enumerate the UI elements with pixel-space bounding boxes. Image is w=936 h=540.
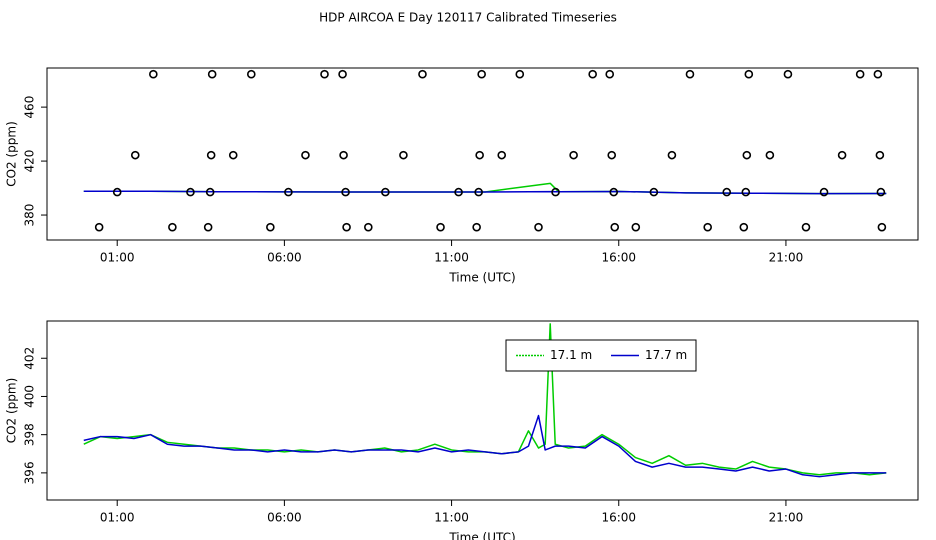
calibration-point	[741, 187, 751, 197]
calibration-point	[609, 187, 619, 197]
calibration-point	[876, 187, 886, 197]
page-title: HDP AIRCOA E Day 120117 Calibrated Times…	[319, 11, 617, 25]
calibration-point	[551, 187, 560, 197]
calibration-point	[228, 150, 238, 160]
calibration-point	[342, 222, 351, 232]
calibration-point	[569, 150, 578, 160]
calibration-point	[339, 150, 348, 160]
calibration-point	[266, 222, 275, 232]
calibration-point	[112, 187, 122, 197]
y-tick-label: 420	[23, 150, 37, 173]
calibration-point	[855, 69, 865, 79]
calibration-point	[399, 150, 408, 160]
x-tick-label: 21:00	[769, 251, 804, 265]
plot-frame	[46, 320, 919, 501]
calibration-point	[381, 187, 390, 197]
calibration-point	[418, 69, 427, 79]
series-line	[83, 190, 887, 195]
calibration-point	[149, 69, 158, 79]
x-axis-label: Time (UTC)	[448, 531, 515, 540]
calibration-point	[301, 150, 310, 160]
calibration-point	[205, 187, 215, 197]
calibration-point	[744, 69, 754, 79]
calibration-point	[515, 69, 525, 79]
calibration-point	[783, 69, 793, 79]
calibration-point	[186, 187, 195, 197]
calibration-point	[877, 222, 887, 232]
calibration-point	[605, 69, 615, 79]
series-line	[83, 414, 887, 478]
calibration-point	[739, 222, 749, 232]
calibration-point	[742, 150, 752, 160]
x-tick-label: 01:00	[100, 251, 135, 265]
calibration-point	[477, 69, 486, 79]
y-axis-label: CO2 (ppm)	[5, 121, 19, 187]
calibration-point	[338, 69, 347, 79]
calibration-point	[454, 187, 463, 197]
y-tick-label: 460	[23, 96, 37, 119]
calibration-point	[207, 69, 217, 79]
calibration-point	[168, 222, 177, 232]
calibration-point	[819, 187, 829, 197]
x-tick-label: 06:00	[267, 251, 302, 265]
x-tick-label: 16:00	[601, 251, 636, 265]
x-tick-label: 01:00	[100, 511, 135, 525]
calibration-point	[474, 187, 483, 197]
x-tick-label: 21:00	[769, 511, 804, 525]
calibration-point	[284, 187, 293, 197]
calibration-point	[497, 150, 507, 160]
calibration-point	[246, 69, 256, 79]
calibration-point	[472, 222, 481, 232]
calibration-point	[203, 222, 213, 232]
calibration-point	[685, 69, 695, 79]
calibration-point	[875, 150, 885, 160]
legend-label: 17.1 m	[550, 348, 592, 362]
calibration-point	[130, 150, 140, 160]
calibration-point	[631, 222, 641, 232]
y-tick-label: 400	[23, 385, 37, 408]
calibration-point	[837, 150, 847, 160]
y-tick-label: 398	[23, 423, 37, 446]
calibration-point	[206, 150, 216, 160]
legend-box	[505, 339, 697, 372]
calibration-point	[722, 187, 732, 197]
calibration-point	[320, 69, 329, 79]
calibration-point	[364, 222, 373, 232]
y-tick-label: 396	[23, 461, 37, 484]
y-axis-label: CO2 (ppm)	[5, 378, 19, 444]
x-tick-label: 06:00	[267, 511, 302, 525]
y-tick-label: 402	[23, 347, 37, 370]
x-tick-label: 16:00	[601, 511, 636, 525]
calibration-point	[534, 222, 543, 232]
x-tick-label: 11:00	[434, 251, 469, 265]
calibration-point	[765, 150, 775, 160]
calibration-point	[475, 150, 484, 160]
calibration-point	[436, 222, 445, 232]
calibration-point	[703, 222, 712, 232]
calibration-point	[873, 69, 883, 79]
calibration-point	[610, 222, 620, 232]
calibration-point	[341, 187, 350, 197]
calibration-point	[801, 222, 811, 232]
plot-frame	[46, 67, 919, 241]
y-tick-label: 380	[23, 204, 37, 227]
calibration-point	[94, 222, 104, 232]
x-axis-label: Time (UTC)	[448, 271, 515, 285]
calibration-point	[607, 150, 617, 160]
legend-label: 17.7 m	[645, 348, 687, 362]
x-tick-label: 11:00	[434, 511, 469, 525]
calibration-point	[667, 150, 677, 160]
calibration-point	[649, 187, 659, 197]
calibration-point	[588, 69, 597, 79]
